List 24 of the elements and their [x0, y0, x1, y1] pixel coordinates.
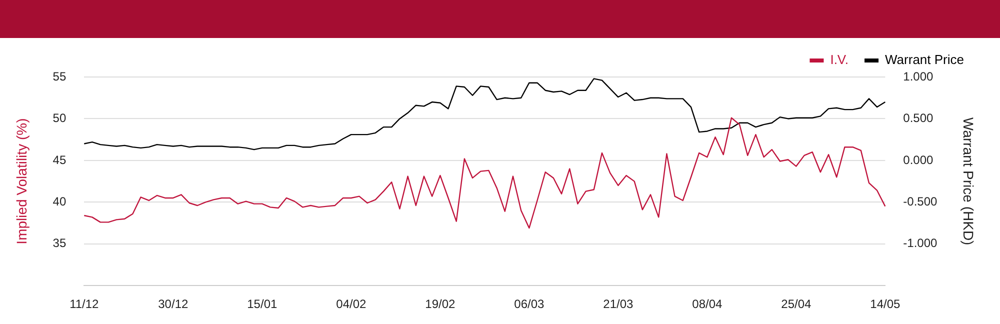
y2-tick-label: -0.500	[903, 194, 938, 208]
x-tick-label: 08/04	[692, 297, 723, 312]
y2-tick-label: 0.000	[903, 152, 934, 167]
legend-label: I.V.	[830, 52, 849, 68]
x-tick-label: 06/03	[514, 297, 545, 312]
x-tick-label: 21/03	[603, 297, 634, 312]
x-tick-label: 04/02	[336, 297, 366, 312]
legend-label: Warrant Price	[885, 52, 964, 68]
y-axis-title: Implied Volatility (%)	[13, 118, 30, 244]
y-tick-label: 45	[52, 152, 66, 167]
x-tick-label: 11/12	[70, 297, 100, 312]
y2-axis-title: Warrant Price (HKD)	[960, 117, 977, 246]
y-tick-label: 50	[52, 111, 66, 126]
x-tick-label: 30/12	[158, 297, 188, 312]
y-tick-label: 35	[52, 236, 66, 250]
x-tick-label: 14/05	[870, 297, 901, 312]
y-tick-label: 55	[52, 69, 66, 84]
y2-tick-label: 1.000	[903, 69, 934, 84]
x-tick-label: 25/04	[781, 297, 812, 312]
y-tick-label: 40	[52, 194, 66, 208]
y2-tick-label: 0.500	[903, 111, 934, 126]
x-tick-label: 19/02	[425, 297, 456, 312]
x-tick-label: 15/01	[247, 297, 278, 312]
y2-tick-label: -1.000	[903, 236, 938, 250]
